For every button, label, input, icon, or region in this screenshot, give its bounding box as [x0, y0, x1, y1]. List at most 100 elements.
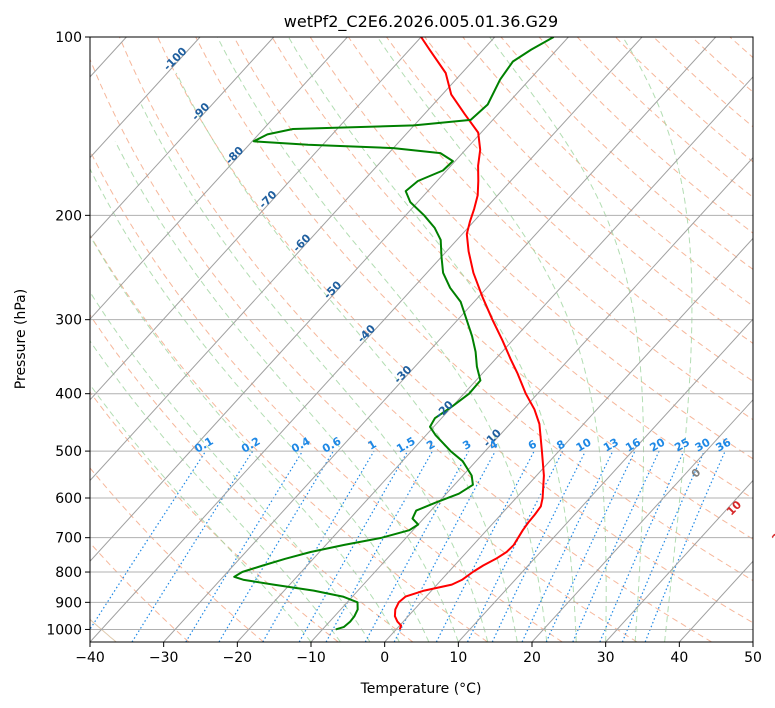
y-axis-ticks: 100 200 300 400 500 600 700 800 900 1000	[46, 30, 90, 638]
mixing-ratio-label: 0.4	[289, 434, 313, 455]
moist-adiabat-line	[175, 72, 518, 642]
moist-adiabat-line	[90, 383, 312, 642]
isotherm-label: -90	[189, 100, 212, 123]
dry-adiabat-line	[90, 58, 638, 642]
moist-adiabat-line	[376, 37, 607, 642]
dry-adiabat-line	[424, 37, 753, 344]
isotherm-label: -80	[223, 144, 246, 167]
mixing-ratio-label: 16	[623, 435, 643, 454]
isotherm-label: -100	[161, 44, 190, 73]
y-tick-label: 900	[55, 595, 82, 611]
moist-adiabats	[90, 37, 693, 642]
moist-adiabat-line	[140, 104, 489, 642]
isotherm-line	[90, 37, 643, 642]
mixing-ratio-line	[393, 450, 496, 642]
isotherm-line	[310, 156, 753, 642]
mixing-ratio-label: 10	[574, 435, 594, 454]
mixing-ratio-label: 25	[672, 436, 692, 455]
mixing-ratio-line	[572, 450, 660, 642]
mixing-ratio-label: 0.6	[320, 434, 344, 455]
mixing-ratio-line	[621, 450, 705, 642]
y-tick-label: 200	[55, 208, 82, 224]
moist-adiabat-line	[90, 291, 371, 642]
profile-lines	[233, 37, 555, 631]
dry-adiabat-line	[347, 37, 753, 421]
isotherm-line	[90, 37, 569, 563]
dry-adiabat-line	[691, 37, 753, 93]
x-tick-label: 20	[523, 650, 541, 666]
x-tick-label: 40	[670, 650, 688, 666]
y-tick-label: 800	[55, 565, 82, 581]
isotherm-labels: -100-90-80-70-60-50-40-30-20-10	[161, 44, 504, 449]
mixing-ratio-line	[185, 450, 304, 642]
moist-adiabat-line	[216, 37, 548, 642]
moist-adiabat-line	[114, 141, 459, 642]
dry-adiabat-line	[195, 37, 753, 582]
moist-adiabat-line	[622, 37, 693, 642]
dry-adiabat-line	[90, 234, 488, 642]
x-tick-label: 30	[597, 650, 615, 666]
dry-adiabat-line	[729, 37, 753, 59]
mixing-ratio-label: 30	[693, 435, 713, 454]
dry-adiabat-line	[309, 37, 753, 460]
isotherm-label: -30	[391, 363, 414, 386]
isotherm-line	[90, 37, 275, 240]
mixing-ratio-line	[599, 450, 685, 642]
chart-title: wetPf2_C2E6.2026.005.01.36.G29	[284, 12, 558, 32]
dry-adiabat-line	[90, 467, 264, 642]
mixing-ratio-line	[466, 450, 564, 642]
mixing-ratio-line	[262, 450, 375, 642]
isotherm-label: -40	[355, 322, 378, 345]
moist-adiabat-line	[90, 167, 430, 642]
isotherm-line	[605, 479, 753, 642]
dry-adiabat-line	[157, 37, 753, 624]
isotherm-line	[90, 37, 201, 159]
x-axis-ticks: −40 −30 −20 −10 0 10 20 30 40 50	[75, 642, 762, 666]
x-tick-label: 10	[449, 650, 467, 666]
mixing-ratio-line	[325, 450, 434, 642]
y-tick-label: 500	[55, 444, 82, 460]
skewed-isotherms	[90, 37, 753, 642]
mixing-ratio-label: 2	[424, 438, 437, 453]
isotherm-line	[90, 37, 422, 401]
moist-adiabat-label: 20	[769, 525, 775, 545]
isotherm-line	[163, 37, 717, 642]
isotherm-line	[531, 399, 753, 642]
mixing-ratio-line	[218, 450, 334, 642]
isotherm-line	[384, 237, 753, 642]
y-tick-label: 400	[55, 387, 82, 403]
isotherm-line	[752, 641, 753, 642]
dry-adiabat-line	[90, 391, 339, 642]
x-tick-label: −20	[223, 650, 253, 666]
mixing-ratio-label: 3	[460, 438, 473, 453]
y-tick-label: 1000	[46, 622, 82, 638]
mixing-ratio-line	[131, 450, 254, 642]
x-tick-label: 50	[744, 650, 762, 666]
dry-adiabats	[90, 37, 753, 642]
temperature-line	[393, 37, 545, 630]
dry-adiabat-line	[90, 542, 190, 642]
mixing-ratio-label: 0.1	[192, 435, 215, 456]
mixing-ratio-line	[644, 450, 726, 642]
dry-adiabat-line	[615, 37, 753, 163]
dry-adiabat-line	[462, 37, 753, 307]
mixing-ratio-label: 6	[526, 437, 539, 452]
isotherm-label: -50	[321, 278, 344, 301]
mixing-ratio-line	[521, 450, 614, 642]
y-tick-label: 700	[55, 531, 82, 547]
x-tick-label: 0	[380, 650, 389, 666]
mixing-ratio-line	[491, 450, 586, 642]
plot-frame	[89, 36, 754, 643]
dry-adiabat-line	[538, 37, 753, 234]
moist-adiabat-line	[90, 234, 400, 642]
dry-adiabat-line	[118, 37, 712, 642]
x-tick-label: −10	[296, 650, 326, 666]
mixing-ratio-lines	[90, 450, 726, 642]
isotherm-line	[90, 37, 348, 320]
mixing-ratio-label: 20	[648, 435, 668, 454]
mixing-ratio-label: 36	[713, 435, 733, 454]
mixing-ratio-line	[545, 450, 636, 642]
dry-adiabat-line	[386, 37, 753, 382]
